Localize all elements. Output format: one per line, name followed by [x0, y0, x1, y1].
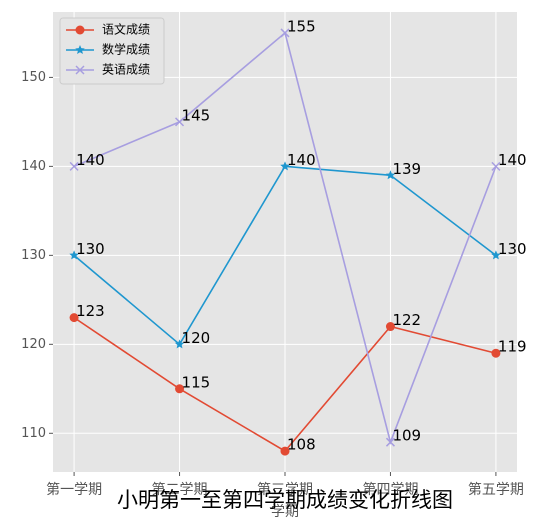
x-tick-label: 第一学期 — [46, 481, 102, 498]
data-label: 140 — [498, 151, 527, 169]
data-label: 123 — [76, 302, 105, 320]
y-tick-label: 130 — [21, 248, 46, 263]
chart-title: 小明第一至第四学期成绩变化折线图 — [117, 488, 453, 512]
marker — [385, 322, 395, 332]
marker — [280, 446, 290, 456]
marker-stroke — [69, 161, 79, 171]
marker — [174, 339, 185, 349]
y-tick-label: 110 — [21, 426, 46, 441]
marker — [491, 161, 501, 171]
marker — [69, 250, 79, 260]
marker — [385, 170, 396, 180]
x-tick-label: 第五学期 — [468, 481, 524, 498]
data-label: 145 — [182, 106, 211, 124]
legend-box — [59, 17, 165, 85]
data-label: 130 — [76, 240, 105, 258]
legend-label: 语文成绩 — [102, 22, 150, 37]
x-tick-label: 第三学期 — [257, 481, 313, 498]
data-label: 130 — [498, 240, 527, 258]
y-tick-label: 140 — [21, 159, 46, 174]
x-tick-label: 第四学期 — [362, 481, 418, 498]
marker-stroke — [491, 161, 501, 171]
marker — [385, 437, 395, 447]
legend-label: 英语成绩 — [102, 63, 150, 77]
y-tick-label: 120 — [21, 337, 46, 352]
x-tick-label: 第二学期 — [152, 481, 208, 498]
marker — [491, 348, 501, 358]
marker — [75, 65, 85, 75]
marker — [75, 25, 85, 35]
marker-stroke — [385, 437, 395, 447]
data-label: 109 — [392, 427, 421, 445]
data-label: 119 — [498, 338, 527, 356]
data-label: 140 — [287, 151, 316, 169]
legend-label: 数学成绩 — [102, 42, 150, 57]
marker — [69, 313, 79, 323]
marker — [280, 28, 290, 38]
marker — [280, 161, 290, 171]
marker-stroke — [280, 28, 290, 38]
x-axis-label: 学期 — [271, 504, 299, 520]
marker-stroke — [175, 117, 185, 127]
data-label: 139 — [392, 160, 421, 178]
marker — [75, 45, 85, 55]
data-label: 108 — [287, 436, 316, 454]
marker — [175, 117, 185, 127]
marker — [175, 384, 185, 394]
marker-stroke — [75, 65, 85, 75]
y-tick-label: 150 — [21, 70, 46, 85]
data-label: 122 — [392, 311, 421, 329]
data-label: 155 — [287, 17, 316, 35]
data-label: 115 — [182, 373, 211, 391]
data-label: 140 — [76, 151, 105, 169]
data-label: 120 — [182, 329, 211, 347]
marker — [69, 161, 79, 171]
marker — [491, 250, 501, 260]
